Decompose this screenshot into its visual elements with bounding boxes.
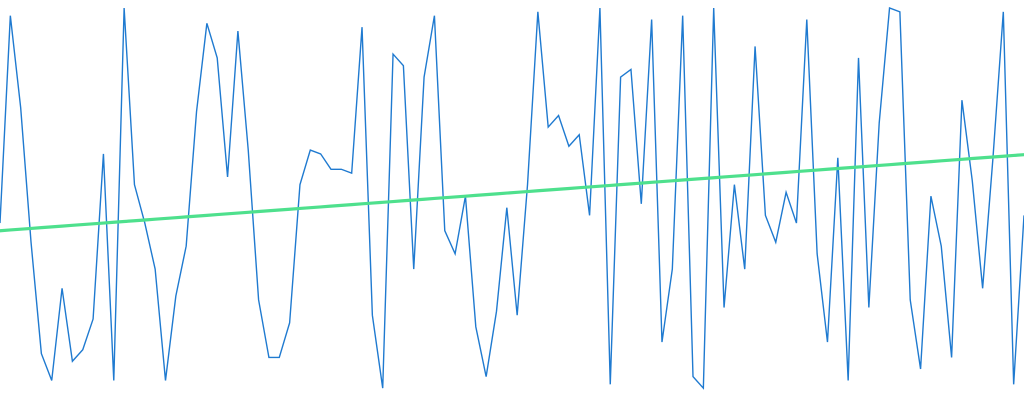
series-line-signal (0, 7, 1024, 390)
trend-line (0, 153, 1024, 233)
plot-area (0, 7, 1024, 390)
